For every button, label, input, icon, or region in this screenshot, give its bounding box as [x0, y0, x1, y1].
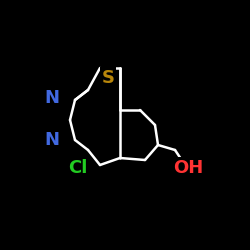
- Text: Cl: Cl: [68, 159, 88, 177]
- Text: OH: OH: [173, 159, 203, 177]
- Text: N: N: [44, 131, 60, 149]
- Text: N: N: [44, 89, 60, 107]
- Text: S: S: [102, 69, 114, 87]
